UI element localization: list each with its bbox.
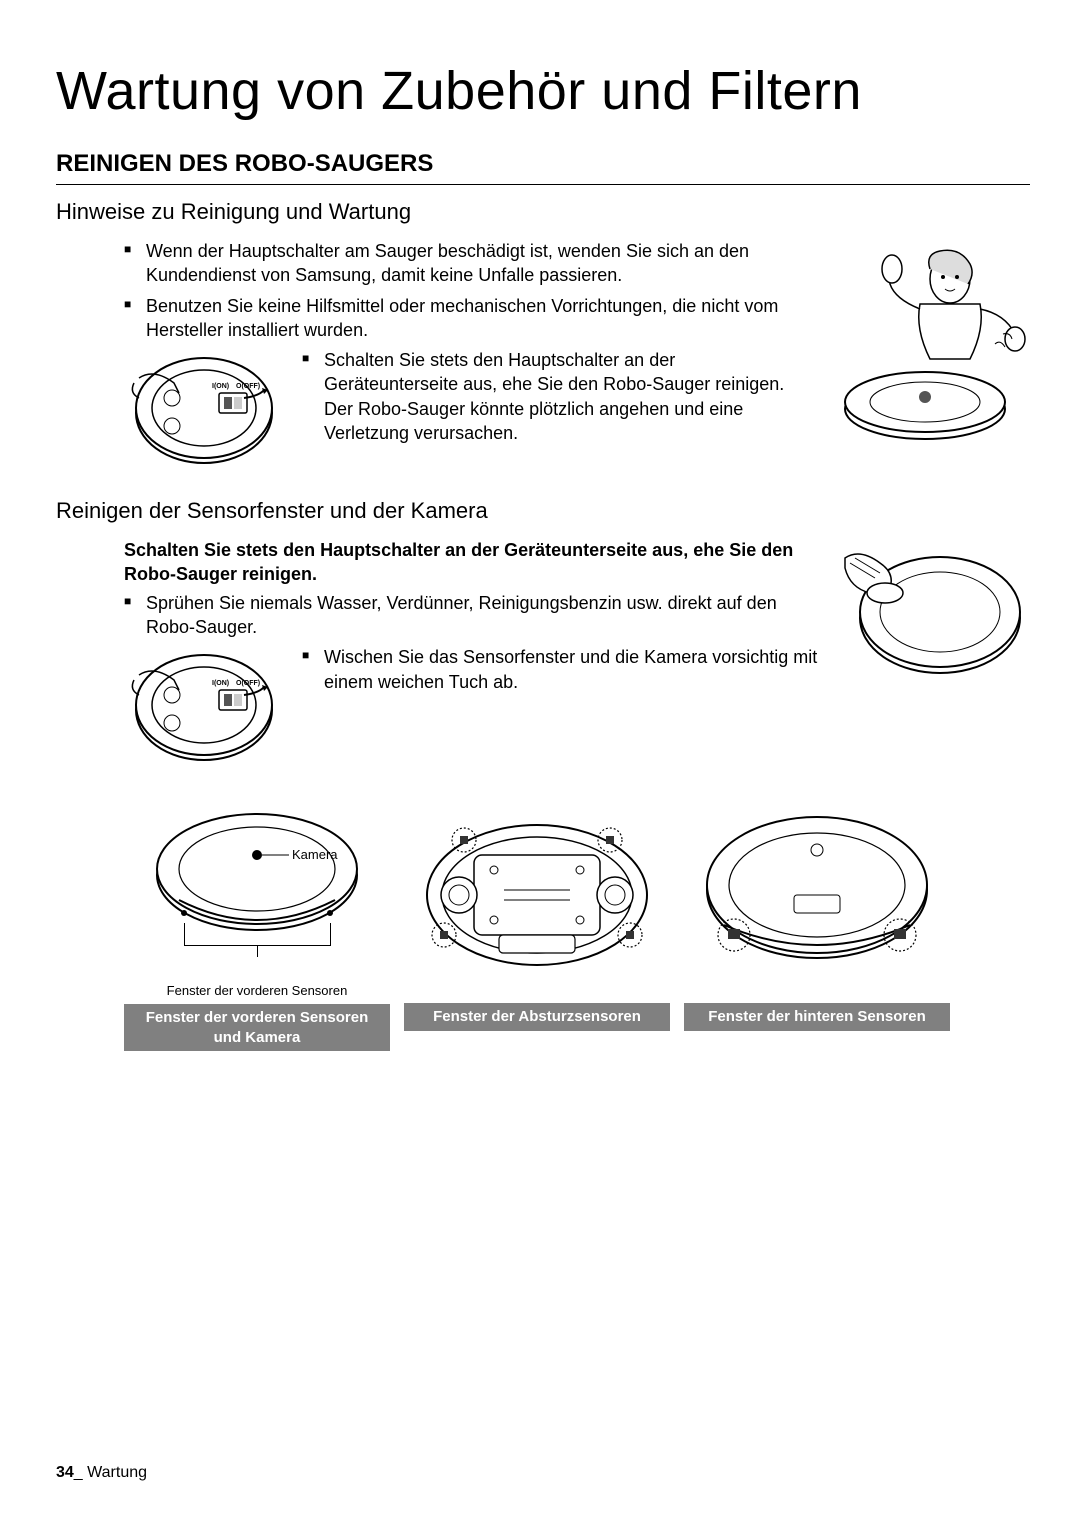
rear-sensor-diagram — [684, 805, 950, 995]
bullet-item: Benutzen Sie keine Hilfsmittel oder mech… — [124, 294, 800, 343]
bullet-item: Wischen Sie das Sensorfenster und die Ka… — [302, 645, 820, 694]
inline-row: I(ON) O(OFF) Schalten Sie stets den Haup… — [56, 348, 800, 468]
diagram-label-2: Fenster der Absturzsensoren — [404, 1003, 670, 1031]
front-sensor-diagram: Kamera — [124, 805, 390, 975]
svg-text:O(OFF): O(OFF) — [236, 383, 260, 390]
section1-text: Wenn der Hauptschalter am Sauger beschäd… — [56, 239, 800, 468]
bullet-list: Wenn der Hauptschalter am Sauger beschäd… — [56, 239, 800, 342]
footer-sep: _ — [74, 1464, 87, 1481]
switch-diagram-illustration-2: I(ON) O(OFF) — [124, 645, 284, 765]
subsection-1-title: Hinweise zu Reinigung und Wartung — [56, 199, 1030, 225]
bullet-item: Sprühen Sie niemals Wasser, Verdünner, R… — [124, 591, 820, 640]
switch-diagram-illustration: I(ON) O(OFF) — [124, 348, 284, 468]
bold-warning: Schalten Sie stets den Hauptschalter an … — [56, 538, 820, 587]
diagram-row: Kamera Fenster der vorderen Sensoren Fen… — [56, 805, 1030, 1051]
diagram-label-1: Fenster der vorderen Sensoren und Kamera — [124, 1004, 390, 1051]
diagram-col-1: Kamera Fenster der vorderen Sensoren Fen… — [124, 805, 390, 1051]
page-title: Wartung von Zubehör und Filtern — [56, 60, 1030, 122]
inline-text: Schalten Sie stets den Hauptschalter an … — [302, 348, 800, 445]
diagram-label-3: Fenster der hinteren Sensoren — [684, 1003, 950, 1031]
inline-row: I(ON) O(OFF) Wischen Sie das Sensorfenst… — [56, 645, 820, 765]
kamera-annotation: Kamera — [292, 847, 338, 862]
page-footer: 34_ Wartung — [56, 1464, 147, 1482]
wiping-illustration — [840, 538, 1030, 688]
svg-text:O(OFF): O(OFF) — [236, 680, 260, 687]
front-sensor-annotation: Fenster der vorderen Sensoren — [124, 983, 390, 998]
diagram-col-2: Fenster der Absturzsensoren — [404, 805, 670, 1051]
svg-text:I(ON): I(ON) — [212, 383, 229, 390]
section1-content: Wenn der Hauptschalter am Sauger beschäd… — [56, 239, 1030, 468]
section2-content: Schalten Sie stets den Hauptschalter an … — [56, 538, 1030, 765]
footer-section-label: Wartung — [87, 1464, 147, 1481]
bullet-list: Sprühen Sie niemals Wasser, Verdünner, R… — [56, 591, 820, 640]
inline-text: Wischen Sie das Sensorfenster und die Ka… — [302, 645, 820, 694]
bullet-item: Schalten Sie stets den Hauptschalter an … — [302, 348, 800, 445]
bullet-item: Wenn der Hauptschalter am Sauger beschäd… — [124, 239, 800, 288]
person-cleaning-illustration — [820, 239, 1030, 449]
svg-text:I(ON): I(ON) — [212, 680, 229, 687]
footer-page-number: 34 — [56, 1464, 74, 1481]
diagram-col-3: Fenster der hinteren Sensoren — [684, 805, 950, 1051]
section-heading: REINIGEN DES ROBO-SAUGERS — [56, 150, 1030, 185]
section2-text: Schalten Sie stets den Hauptschalter an … — [56, 538, 820, 765]
cliff-sensor-diagram — [404, 805, 670, 995]
subsection-2-title: Reinigen der Sensorfenster und der Kamer… — [56, 498, 1030, 524]
